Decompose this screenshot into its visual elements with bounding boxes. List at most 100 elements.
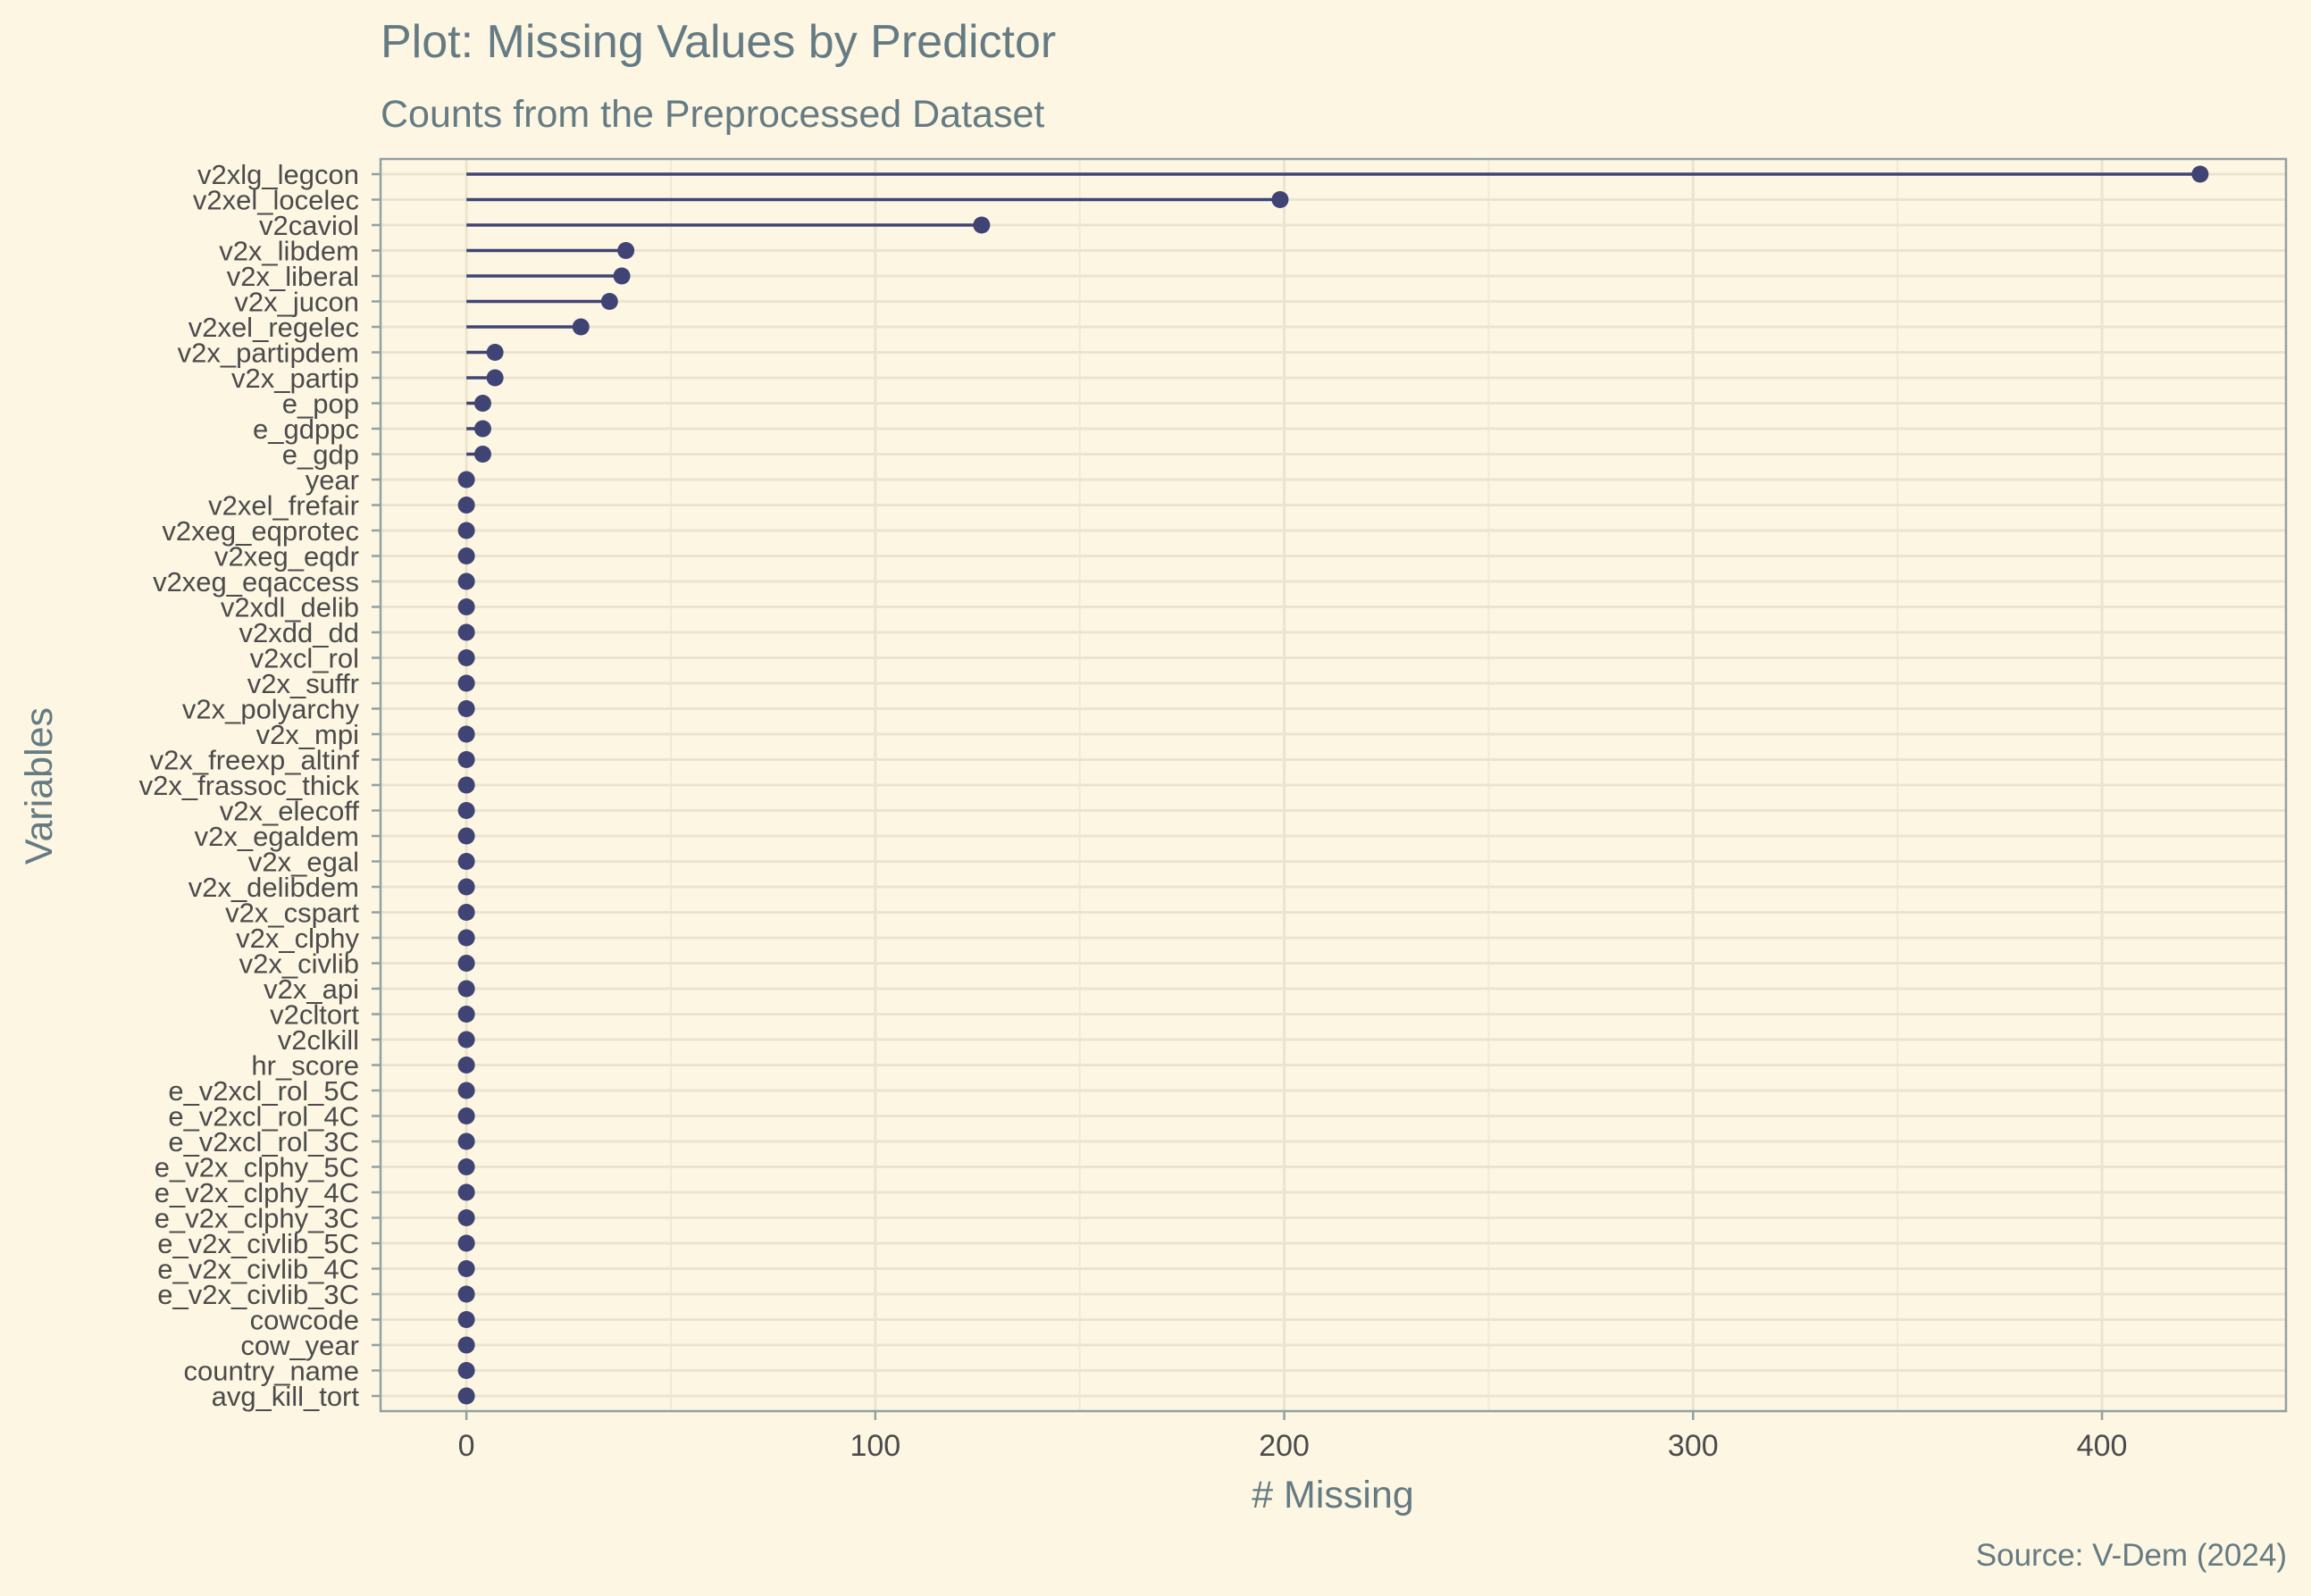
lollipop-point (486, 344, 504, 361)
y-tick-label: v2x_frassoc_thick (139, 770, 360, 801)
lollipop-point (457, 1006, 475, 1023)
y-tick-label: e_v2x_civlib_3C (157, 1279, 359, 1310)
lollipop-point (473, 446, 491, 463)
y-tick-label: hr_score (251, 1050, 359, 1082)
y-tick-label: v2x_egal (248, 847, 359, 878)
lollipop-point (457, 623, 475, 641)
y-tick-label: v2x_partipdem (178, 338, 359, 369)
y-tick-label: v2xeg_eqprotec (162, 515, 359, 547)
lollipop-point (457, 904, 475, 921)
y-tick-label: cowcode (250, 1305, 359, 1336)
y-tick-label: v2x_liberal (227, 261, 359, 292)
lollipop-point (457, 1107, 475, 1124)
lollipop-point (457, 878, 475, 896)
lollipop-point (457, 1260, 475, 1277)
y-tick-label: e_v2x_civlib_5C (157, 1228, 359, 1259)
lollipop-point (457, 649, 475, 666)
lollipop-point (457, 1209, 475, 1226)
y-tick-label: v2cltort (270, 999, 359, 1031)
y-axis-title: Variables (18, 707, 61, 865)
chart-subtitle: Counts from the Preprocessed Dataset (381, 93, 1044, 136)
y-tick-label: e_v2xcl_rol_4C (168, 1101, 359, 1132)
lollipop-point (457, 598, 475, 615)
lollipop-point (457, 572, 475, 590)
lollipop-point (457, 1057, 475, 1074)
y-tick-label: e_v2x_clphy_4C (155, 1177, 359, 1208)
y-tick-label: v2x_suffr (247, 668, 359, 699)
y-tick-label: v2x_jucon (234, 287, 359, 318)
y-tick-label: e_v2xcl_rol_5C (168, 1075, 359, 1107)
x-tick-label: 100 (850, 1429, 900, 1463)
y-tick-label: v2caviol (259, 210, 359, 241)
lollipop-point (457, 522, 475, 539)
lollipop-point (457, 497, 475, 514)
x-axis-title: # Missing (1252, 1474, 1414, 1517)
y-tick-label: v2x_mpi (256, 719, 359, 750)
y-tick-label: v2x_civlib (239, 948, 359, 980)
y-tick-label: v2x_polyarchy (182, 694, 360, 725)
y-tick-label: e_v2x_clphy_3C (155, 1203, 359, 1234)
y-tick-label: v2x_partip (231, 363, 359, 394)
y-tick-label: v2xel_regelec (188, 312, 359, 343)
lollipop-point (457, 1031, 475, 1049)
y-tick-label: v2x_egaldem (195, 821, 359, 852)
y-tick-label: e_v2x_clphy_5C (155, 1152, 359, 1183)
y-tick-label: v2xdl_delib (221, 592, 359, 623)
y-tick-label: v2xel_locelec (193, 185, 359, 216)
lollipop-point (457, 980, 475, 998)
y-tick-label: e_v2xcl_rol_3C (168, 1126, 359, 1157)
chart-caption: Source: V-Dem (2024) (1976, 1538, 2287, 1573)
y-tick-label: v2x_libdem (219, 236, 359, 267)
lollipop-point (457, 674, 475, 692)
y-tick-label: year (306, 464, 359, 496)
lollipop-point (457, 1387, 475, 1405)
lollipop-point (600, 293, 618, 310)
x-tick-label: 400 (2077, 1429, 2128, 1463)
x-axis: 0 100 200 300 400 (458, 1411, 2128, 1463)
lollipop-point (457, 1362, 475, 1379)
lollipop-point (457, 1132, 475, 1150)
lollipop-point (572, 318, 590, 336)
y-tick-label: v2x_api (264, 973, 359, 1005)
lollipop-point (617, 242, 635, 259)
y-tick-label: avg_kill_tort (212, 1381, 360, 1412)
y-tick-label: v2xlg_legcon (197, 159, 359, 190)
y-tick-label: v2xel_frefair (208, 490, 359, 522)
lollipop-point (457, 725, 475, 743)
y-tick-label: v2x_cspart (225, 898, 359, 929)
lollipop-point (457, 1285, 475, 1303)
lollipop-point (613, 267, 631, 285)
lollipop-point (457, 547, 475, 564)
y-tick-label: e_gdppc (253, 414, 359, 445)
y-tick-label: e_gdp (282, 439, 359, 471)
lollipop-point (457, 1082, 475, 1099)
lollipop-point (457, 776, 475, 794)
y-tick-label: v2xeg_eqaccess (153, 566, 359, 597)
y-axis-tick-labels: v2xlg_legconv2xel_locelecv2caviolv2x_lib… (139, 159, 381, 1412)
y-tick-label: v2x_elecoff (220, 796, 360, 827)
lollipop-point (457, 1336, 475, 1354)
lollipop-point (457, 929, 475, 947)
y-tick-label: cow_year (240, 1330, 359, 1361)
lollipop-point (2191, 165, 2209, 183)
lollipop-point (1271, 191, 1289, 208)
lollipop-point (457, 1183, 475, 1201)
x-tick-label: 200 (1259, 1429, 1310, 1463)
lollipop-point (457, 827, 475, 845)
x-tick-label: 300 (1668, 1429, 1719, 1463)
lollipop-point (473, 395, 491, 412)
y-tick-label: v2x_freexp_altinf (150, 745, 360, 776)
lollipop-point (457, 955, 475, 972)
lollipop-point (457, 1234, 475, 1252)
lollipop-point (457, 700, 475, 717)
y-tick-label: v2clkill (278, 1024, 359, 1056)
lollipop-point (457, 471, 475, 489)
y-tick-label: v2xcl_rol (250, 643, 359, 674)
lollipop-point (973, 216, 991, 234)
lollipop-point (457, 1158, 475, 1175)
y-tick-label: v2xdd_dd (239, 617, 359, 648)
x-tick-label: 0 (458, 1429, 475, 1463)
lollipop-point (457, 853, 475, 870)
